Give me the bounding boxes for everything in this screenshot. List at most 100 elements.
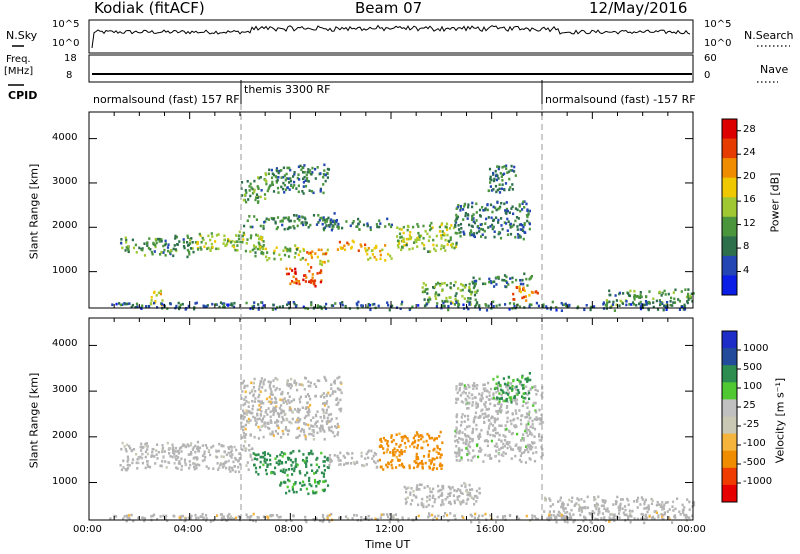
heatmap-cell — [399, 307, 402, 310]
heatmap-cell — [495, 208, 498, 212]
heatmap-cell — [442, 514, 445, 518]
heatmap-cell — [229, 454, 232, 458]
heatmap-cell — [288, 479, 291, 483]
heatmap-cell — [519, 209, 522, 213]
heatmap-cell — [295, 214, 298, 217]
heatmap-cell — [588, 512, 591, 515]
heatmap-cell — [458, 231, 461, 235]
heatmap-cell — [230, 456, 233, 459]
heatmap-cell — [154, 237, 157, 241]
heatmap-cell — [405, 243, 408, 247]
heatmap-cell — [415, 431, 418, 434]
heatmap-cell — [471, 397, 474, 400]
heatmap-cell — [225, 243, 228, 247]
heatmap-cell — [281, 305, 284, 308]
heatmap-cell — [323, 416, 326, 420]
heatmap-cell — [633, 289, 636, 293]
heatmap-cell — [613, 309, 616, 312]
heatmap-cell — [286, 418, 289, 422]
heatmap-cell — [478, 487, 481, 490]
heatmap-cell — [533, 435, 536, 438]
heatmap-cell — [398, 227, 401, 231]
heatmap-cell — [295, 463, 298, 466]
heatmap-cell — [235, 234, 238, 237]
heatmap-cell — [140, 307, 143, 310]
heatmap-cell — [618, 507, 622, 510]
heatmap-cell — [125, 246, 128, 249]
heatmap-cell — [135, 251, 138, 254]
heatmap-cell — [307, 168, 310, 171]
heatmap-cell — [320, 424, 323, 428]
heatmap-cell — [560, 505, 563, 509]
heatmap-cell — [163, 248, 166, 252]
heatmap-cell — [425, 505, 428, 509]
heatmap-cell — [395, 518, 398, 521]
heatmap-cell — [221, 302, 224, 305]
heatmap-cell — [252, 452, 255, 455]
heatmap-cell — [296, 463, 299, 467]
heatmap-cell — [326, 393, 329, 396]
heatmap-cell — [250, 186, 253, 189]
heatmap-cell — [439, 247, 443, 251]
heatmap-cell — [200, 240, 203, 244]
heatmap-cell — [505, 406, 509, 409]
heatmap-cell — [331, 392, 334, 396]
heatmap-cell — [314, 167, 317, 171]
heatmap-cell — [322, 472, 326, 475]
heatmap-cell — [586, 506, 590, 509]
heatmap-cell — [509, 222, 512, 226]
heatmap-cell — [255, 218, 258, 221]
heatmap-cell — [455, 455, 458, 458]
heatmap-cell — [255, 421, 258, 424]
power-colorbar-swatch — [722, 255, 737, 276]
heatmap-cell — [278, 415, 281, 418]
heatmap-cell — [464, 214, 467, 218]
heatmap-cell — [447, 501, 451, 504]
heatmap-cell — [688, 516, 691, 520]
heatmap-cell — [560, 503, 564, 506]
heatmap-cell — [289, 458, 293, 462]
heatmap-cell — [519, 380, 522, 384]
heatmap-cell — [443, 232, 446, 235]
heatmap-cell — [438, 489, 441, 492]
heatmap-cell — [262, 383, 265, 386]
heatmap-cell — [259, 195, 262, 199]
heatmap-cell — [519, 446, 522, 450]
heatmap-cell — [318, 218, 321, 222]
heatmap-cell — [565, 304, 568, 307]
heatmap-cell — [275, 405, 278, 408]
heatmap-cell — [283, 191, 286, 194]
heatmap-cell — [425, 499, 429, 503]
heatmap-cell — [627, 292, 630, 295]
heatmap-cell — [497, 453, 501, 456]
heatmap-cell — [298, 215, 301, 218]
heatmap-cell — [411, 247, 414, 250]
heatmap-cell — [439, 456, 442, 459]
heatmap-cell — [493, 179, 496, 183]
heatmap-cell — [468, 385, 471, 389]
heatmap-cell — [267, 172, 270, 176]
heatmap-cell — [406, 224, 409, 228]
heatmap-cell — [452, 226, 456, 230]
heatmap-cell — [589, 305, 593, 309]
heatmap-cell — [503, 399, 506, 403]
heatmap-cell — [564, 511, 567, 515]
heatmap-cell — [254, 254, 257, 258]
heatmap-cell — [471, 439, 474, 443]
heatmap-cell — [166, 246, 170, 249]
heatmap-cell — [492, 392, 495, 395]
heatmap-cell — [275, 227, 278, 231]
heatmap-cell — [324, 173, 327, 177]
heatmap-cell — [164, 254, 167, 257]
heatmap-cell — [310, 281, 313, 284]
heatmap-cell — [274, 429, 277, 433]
heatmap-cell — [203, 304, 206, 308]
heatmap-cell — [594, 517, 597, 521]
heatmap-cell — [483, 383, 486, 386]
heatmap-cell — [492, 188, 495, 191]
heatmap-cell — [680, 290, 683, 293]
heatmap-cell — [505, 164, 508, 168]
heatmap-cell — [471, 430, 474, 433]
heatmap-cell — [417, 231, 420, 235]
heatmap-cell — [639, 503, 642, 506]
